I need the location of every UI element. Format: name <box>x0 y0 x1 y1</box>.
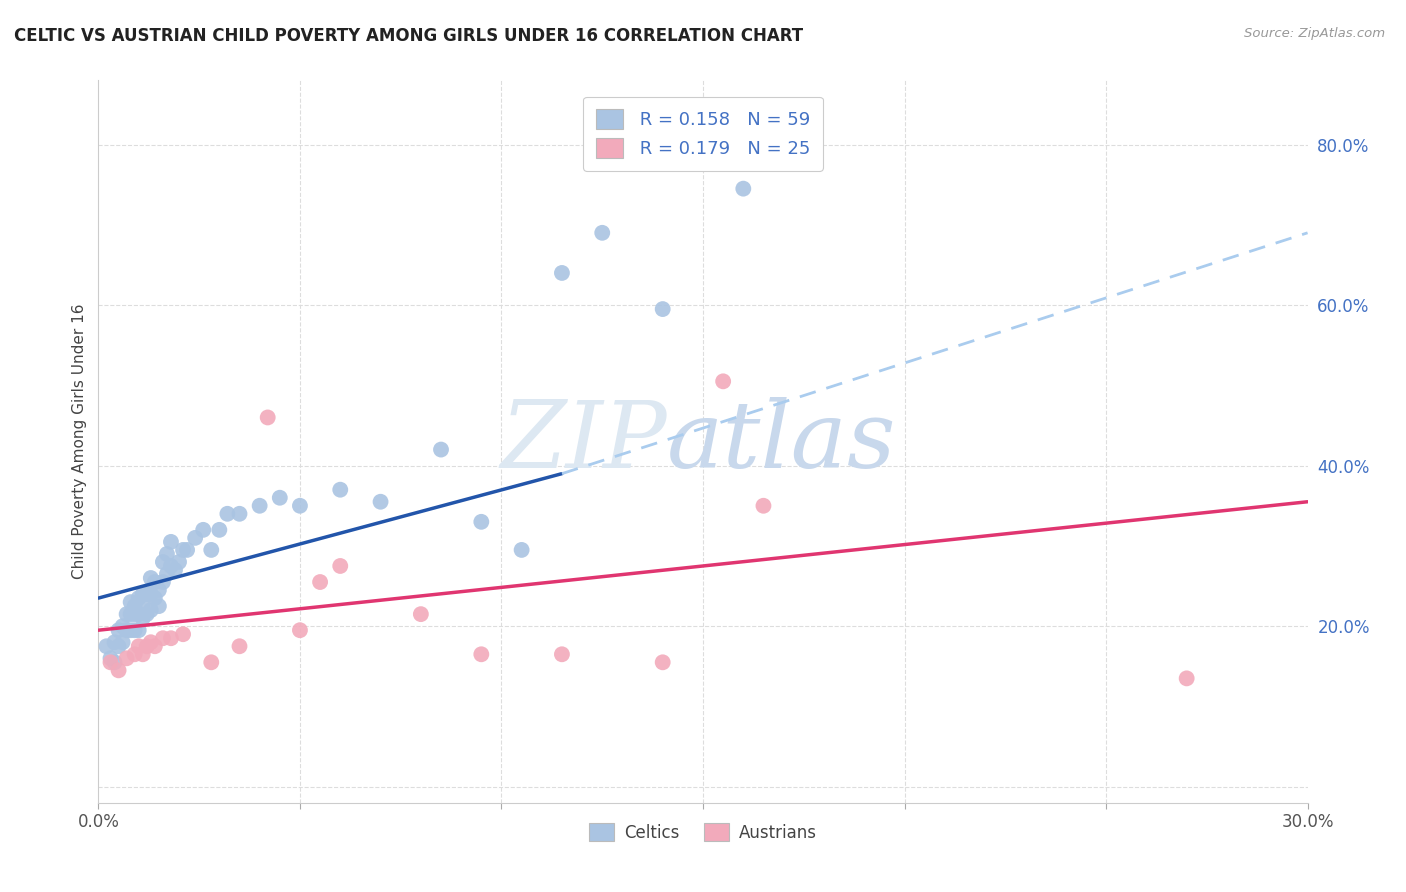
Point <box>128 639 150 653</box>
Point <box>152 632 174 646</box>
Point <box>288 623 311 637</box>
Point <box>143 591 166 606</box>
Point <box>100 655 122 669</box>
Point <box>651 301 673 317</box>
Point <box>100 651 122 665</box>
Point <box>143 574 166 589</box>
Point <box>256 410 278 425</box>
Point <box>193 523 215 537</box>
Point <box>288 499 311 513</box>
Point <box>430 442 453 457</box>
Point <box>1175 671 1198 685</box>
Point <box>167 555 190 569</box>
Point <box>217 507 239 521</box>
Point <box>309 574 332 589</box>
Point <box>228 507 250 521</box>
Point <box>752 499 775 513</box>
Point <box>733 181 755 195</box>
Point <box>329 483 352 497</box>
Point <box>103 635 125 649</box>
Point <box>269 491 291 505</box>
Point <box>115 651 138 665</box>
Point <box>152 555 174 569</box>
Point <box>172 627 194 641</box>
Point <box>120 623 142 637</box>
Point <box>228 639 250 653</box>
Point <box>128 591 150 606</box>
Point <box>370 494 392 508</box>
Point <box>135 639 157 653</box>
Point <box>120 607 142 621</box>
Text: ZIP: ZIP <box>501 397 666 486</box>
Point <box>135 607 157 621</box>
Point <box>152 574 174 589</box>
Point <box>115 623 138 637</box>
Point <box>132 648 155 662</box>
Point <box>128 607 150 621</box>
Point <box>551 648 574 662</box>
Legend: Celtics, Austrians: Celtics, Austrians <box>582 817 824 848</box>
Point <box>132 587 155 601</box>
Point <box>329 558 352 573</box>
Point <box>711 374 734 388</box>
Point <box>156 547 179 561</box>
Point <box>107 639 129 653</box>
Text: Source: ZipAtlas.com: Source: ZipAtlas.com <box>1244 27 1385 40</box>
Point <box>200 655 222 669</box>
Point <box>128 623 150 637</box>
Point <box>111 619 134 633</box>
Text: atlas: atlas <box>666 397 896 486</box>
Point <box>96 639 118 653</box>
Point <box>470 515 492 529</box>
Point <box>139 603 162 617</box>
Point <box>107 664 129 678</box>
Point <box>160 632 183 646</box>
Point <box>132 599 155 614</box>
Point <box>160 534 183 549</box>
Point <box>120 595 142 609</box>
Point <box>249 499 271 513</box>
Point <box>176 542 198 557</box>
Point <box>103 655 125 669</box>
Point <box>160 558 183 573</box>
Point <box>111 635 134 649</box>
Point <box>551 266 574 280</box>
Point <box>124 607 146 621</box>
Point <box>510 542 533 557</box>
Point <box>172 542 194 557</box>
Point <box>139 587 162 601</box>
Point <box>124 648 146 662</box>
Point <box>143 639 166 653</box>
Text: CELTIC VS AUSTRIAN CHILD POVERTY AMONG GIRLS UNDER 16 CORRELATION CHART: CELTIC VS AUSTRIAN CHILD POVERTY AMONG G… <box>14 27 803 45</box>
Point <box>124 599 146 614</box>
Point <box>148 583 170 598</box>
Point <box>651 655 673 669</box>
Point <box>200 542 222 557</box>
Point <box>591 226 613 240</box>
Point <box>132 611 155 625</box>
Point <box>470 648 492 662</box>
Point <box>115 607 138 621</box>
Point <box>163 563 186 577</box>
Point <box>135 587 157 601</box>
Point <box>124 623 146 637</box>
Point <box>409 607 432 621</box>
Point <box>148 599 170 614</box>
Y-axis label: Child Poverty Among Girls Under 16: Child Poverty Among Girls Under 16 <box>72 304 87 579</box>
Point <box>208 523 231 537</box>
Point <box>184 531 207 545</box>
Point <box>107 623 129 637</box>
Point <box>139 571 162 585</box>
Point <box>139 635 162 649</box>
Point <box>156 567 179 582</box>
